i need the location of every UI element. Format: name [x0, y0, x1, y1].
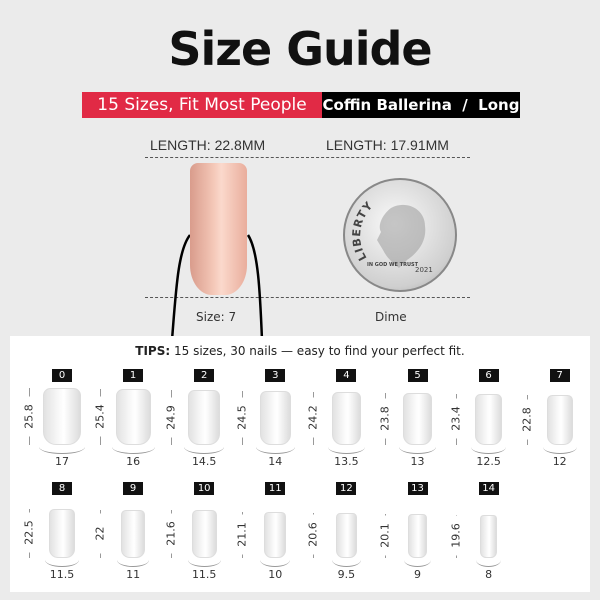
nail-tip	[264, 511, 287, 558]
width-label: 10	[268, 568, 283, 581]
width-label: 11.5	[49, 568, 75, 581]
width-label: 14	[268, 455, 283, 468]
coin-year-text: 2021	[415, 266, 433, 274]
width-label: 9.5	[337, 568, 356, 581]
size-badge: 14	[478, 482, 499, 495]
coin-liberty-text: LIBERTY	[350, 199, 376, 263]
width-label: 11	[126, 568, 141, 581]
width-dimension-arc	[184, 447, 225, 454]
nail-tip	[474, 393, 503, 445]
nail-tip	[43, 388, 81, 445]
tips-label: TIPS:	[135, 344, 171, 358]
size-badge: 8	[52, 482, 72, 495]
length-label: 25.4	[93, 396, 107, 437]
finger-outline	[170, 234, 264, 340]
width-dimension-arc	[403, 560, 432, 567]
width-label: 13.5	[334, 455, 359, 468]
length-label: 20.1	[378, 515, 391, 556]
size-badge: 9	[123, 482, 144, 495]
width-dimension-arc	[255, 447, 295, 454]
width-dimension-arc	[470, 447, 507, 454]
length-label: 24.5	[235, 397, 249, 438]
page-title: Size Guide	[168, 22, 432, 76]
width-label: 13	[410, 455, 425, 468]
width-label: 14.5	[191, 455, 217, 468]
size-badge: 12	[336, 482, 357, 495]
length-label: 21.6	[164, 513, 178, 554]
size-badge: 0	[52, 369, 72, 382]
nail-tip	[188, 390, 221, 445]
width-label: 8	[485, 568, 493, 581]
width-dimension-arc	[187, 560, 221, 567]
width-dimension-arc	[331, 560, 361, 567]
length-label: 20.6	[306, 514, 320, 555]
nail-tip	[121, 509, 146, 558]
width-dimension-arc	[117, 560, 150, 567]
top-dashed-line	[145, 157, 470, 158]
size-badge: 3	[265, 369, 286, 382]
coin-caption: Dime	[375, 310, 407, 324]
length-label: 23.4	[449, 398, 463, 439]
profile-portrait	[377, 204, 426, 268]
tips-text: TIPS: 15 sizes, 30 nails — easy to find …	[0, 344, 600, 358]
banner-style: Coffin Ballerina / Long	[322, 92, 520, 118]
nail-tip	[546, 394, 573, 445]
width-label: 16	[126, 455, 141, 468]
size-badge: 1	[123, 369, 144, 382]
dime-coin-image: LIBERTY IN GOD WE TRUST 2021	[343, 178, 457, 292]
size-badge: 11	[265, 482, 286, 495]
nail-tip	[49, 508, 75, 558]
coin-motto-text: IN GOD WE TRUST	[367, 262, 419, 268]
width-label: 12.5	[476, 455, 501, 468]
width-dimension-arc	[111, 447, 155, 454]
nail-illustration	[190, 163, 247, 295]
length-label: 23.8	[378, 398, 391, 439]
width-dimension-arc	[542, 447, 577, 454]
length-label: 22	[93, 513, 107, 554]
length-label: 22.5	[22, 512, 36, 553]
width-label: 12	[552, 455, 567, 468]
width-label: 17	[55, 455, 69, 468]
nail-tip	[331, 391, 362, 445]
size-badge: 7	[549, 369, 570, 382]
width-dimension-arc	[260, 560, 291, 567]
length-label: 19.6	[449, 515, 463, 556]
length-label: 21.1	[235, 514, 249, 555]
bottom-dashed-line	[145, 297, 470, 298]
nail-tip	[403, 392, 432, 445]
size-badge: 5	[407, 369, 428, 382]
width-dimension-arc	[399, 447, 436, 454]
width-label: 9	[414, 568, 421, 581]
nail-tip	[191, 510, 217, 558]
nail-tip	[335, 512, 357, 558]
length-label: 22.8	[520, 399, 534, 440]
width-label: 11.5	[191, 568, 217, 581]
banner: 15 Sizes, Fit Most People Coffin Balleri…	[82, 92, 520, 118]
width-dimension-arc	[475, 560, 502, 567]
length-label: 24.2	[306, 397, 320, 438]
tips-body: 15 sizes, 30 nails — easy to find your p…	[170, 344, 465, 358]
width-dimension-arc	[39, 447, 85, 454]
size-badge: 6	[478, 369, 499, 382]
size-badge: 4	[336, 369, 357, 382]
size-badge: 2	[194, 369, 215, 382]
nail-tip	[115, 389, 151, 445]
size-badge: 13	[407, 482, 428, 495]
nail-tip	[259, 391, 291, 445]
coin-length-label: LENGTH: 17.91MM	[326, 137, 449, 153]
width-dimension-arc	[327, 447, 366, 454]
width-dimension-arc	[45, 560, 79, 567]
dime-face: LIBERTY IN GOD WE TRUST 2021	[350, 199, 433, 274]
nail-length-label: LENGTH: 22.8MM	[150, 137, 266, 153]
nail-tip	[407, 513, 428, 558]
size-badge: 10	[194, 482, 215, 495]
nail-size-caption: Size: 7	[196, 310, 237, 324]
nail-tip	[479, 514, 498, 558]
length-label: 25.8	[22, 396, 36, 437]
length-label: 24.9	[164, 397, 178, 438]
banner-sizes: 15 Sizes, Fit Most People	[82, 92, 322, 118]
